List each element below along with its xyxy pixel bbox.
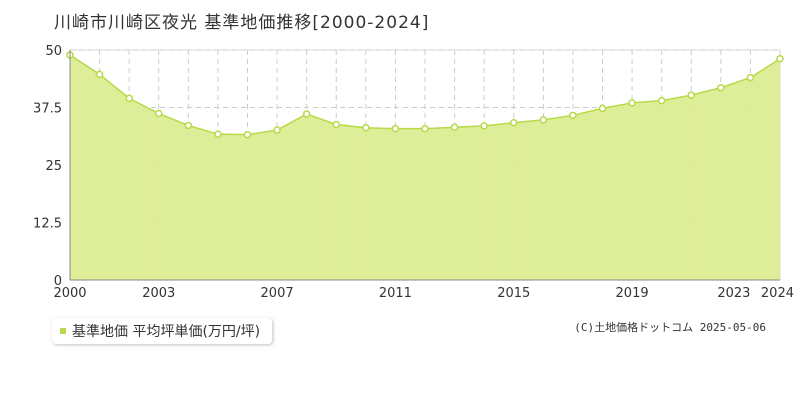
x-tick-label: 2019 — [616, 286, 649, 301]
y-tick-label: 12.5 — [33, 217, 62, 232]
data-point — [302, 110, 311, 118]
x-tick-label: 2023 — [717, 286, 750, 301]
data-point — [362, 123, 370, 132]
data-point — [243, 130, 252, 139]
data-point — [687, 91, 695, 99]
x-tick-label: 2000 — [53, 286, 86, 301]
data-point — [657, 96, 666, 105]
data-point — [391, 124, 400, 133]
data-point — [717, 83, 725, 92]
legend-label: 基準地価 平均坪単価(万円/坪) — [72, 324, 261, 340]
data-point — [273, 126, 281, 134]
data-point — [421, 124, 429, 133]
x-tick-label: 2003 — [142, 286, 175, 301]
x-tick-label: 2011 — [379, 286, 412, 301]
data-point — [598, 104, 607, 113]
data-point — [776, 54, 784, 63]
data-point — [628, 99, 636, 107]
y-tick-label: 0 — [54, 274, 62, 289]
data-point — [95, 70, 104, 79]
data-point — [539, 116, 548, 124]
credit-text: (C)土地価格ドットコム 2025-05-06 — [574, 321, 766, 334]
data-point — [125, 94, 133, 103]
x-tick-label: 2015 — [497, 286, 530, 301]
x-tick-label: 2024 — [761, 286, 794, 301]
data-point — [480, 122, 488, 130]
data-point — [184, 121, 193, 130]
data-point — [450, 123, 459, 132]
data-point — [569, 111, 577, 120]
y-tick-label: 37.5 — [33, 102, 62, 117]
data-point — [155, 109, 163, 118]
legend: 基準地価 平均坪単価(万円/坪) — [52, 318, 273, 344]
data-point — [214, 130, 222, 138]
data-point — [332, 120, 340, 129]
x-tick-label: 2007 — [261, 286, 294, 301]
chart-title: 川崎市川崎区夜光 基準地価推移[2000-2024] — [54, 13, 430, 33]
y-tick-label: 50 — [45, 44, 62, 59]
data-point — [510, 118, 518, 127]
axis-layer: 0 12.5 25 37.5 50 2000 2003 2007 2011 2015 2019 202… — [33, 44, 794, 301]
point-layer — [66, 51, 784, 139]
legend-swatch — [60, 328, 66, 334]
data-point — [746, 73, 755, 82]
y-tick-label: 25 — [45, 159, 62, 174]
